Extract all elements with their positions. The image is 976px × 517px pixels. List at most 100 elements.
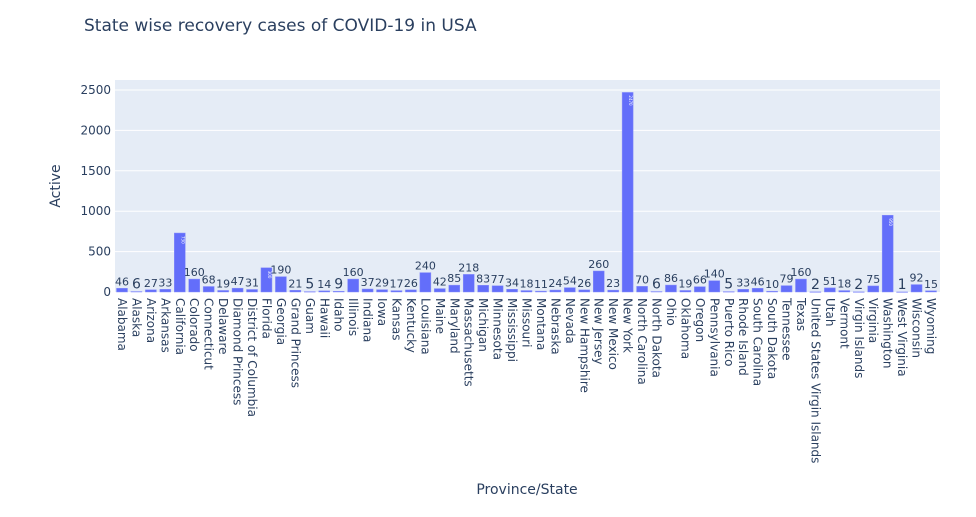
bar-data-label: 51 <box>823 275 837 288</box>
bar[interactable] <box>679 290 692 293</box>
bar[interactable] <box>159 289 172 293</box>
bar[interactable] <box>332 291 345 293</box>
bar-data-label: 47 <box>231 275 245 288</box>
bar[interactable] <box>853 291 865 293</box>
bar[interactable] <box>260 267 273 293</box>
bar[interactable] <box>592 270 605 293</box>
bar[interactable] <box>766 290 778 293</box>
bar[interactable] <box>607 289 619 293</box>
bar[interactable] <box>564 287 576 293</box>
bar-data-label: 26 <box>404 277 418 290</box>
x-tick-label: District of Columbia <box>245 298 259 417</box>
bar[interactable] <box>578 289 591 293</box>
x-tick-label: Idaho <box>332 298 346 331</box>
bar[interactable] <box>246 289 258 293</box>
bar-data-label: 37 <box>361 276 375 289</box>
bar[interactable] <box>347 278 359 293</box>
x-tick-label: New Mexico <box>606 298 620 370</box>
bar[interactable] <box>824 287 836 293</box>
bar-data-label: 190 <box>270 264 291 277</box>
bar-data-label: 11 <box>534 278 548 291</box>
x-tick-label: New York <box>621 298 635 353</box>
bar-data-label: 240 <box>415 260 436 273</box>
y-tick-label: 2500 <box>80 83 111 97</box>
bar-data-label: 26 <box>577 277 591 290</box>
bar[interactable] <box>477 285 489 293</box>
bar[interactable] <box>708 280 721 293</box>
x-tick-label: Florida <box>259 298 273 339</box>
bar-data-label: 33 <box>736 276 750 289</box>
bar[interactable] <box>621 92 634 293</box>
bar[interactable] <box>665 284 677 293</box>
bar[interactable] <box>535 290 547 293</box>
bar[interactable] <box>737 289 749 293</box>
bar-data-label: 218 <box>458 261 479 274</box>
bar[interactable] <box>231 287 244 293</box>
bar[interactable] <box>217 290 229 293</box>
bar-data-label: 77 <box>491 273 505 286</box>
bar-data-label: 19 <box>678 277 692 290</box>
bar[interactable] <box>780 285 793 293</box>
x-tick-label: Guam <box>303 298 317 334</box>
bar[interactable] <box>130 291 143 293</box>
x-tick-label: Delaware <box>216 298 230 355</box>
x-tick-label: South Carolina <box>751 298 765 386</box>
bar[interactable] <box>896 291 908 293</box>
bar[interactable] <box>174 232 186 293</box>
x-tick-label: Utah <box>823 298 837 326</box>
x-tick-label: Kentucky <box>404 298 418 353</box>
x-tick-label: North Carolina <box>635 298 649 385</box>
bar[interactable] <box>419 272 432 293</box>
bar[interactable] <box>838 290 851 293</box>
bar[interactable] <box>202 286 215 293</box>
bar[interactable] <box>116 288 128 293</box>
bar[interactable] <box>405 289 417 293</box>
bar[interactable] <box>751 288 764 293</box>
bar[interactable] <box>376 289 388 293</box>
x-tick-label: Washington <box>881 298 895 369</box>
bar-data-label: 160 <box>790 266 811 279</box>
bar[interactable] <box>636 286 648 293</box>
bar[interactable] <box>390 290 403 293</box>
bar-data-label: 5 <box>724 277 733 293</box>
x-tick-label: Montana <box>534 298 548 350</box>
bar[interactable] <box>188 278 200 293</box>
bar[interactable] <box>448 284 461 293</box>
bar[interactable] <box>694 286 706 293</box>
x-tick-label: Oklahoma <box>678 298 692 359</box>
bar-data-label: 9 <box>334 276 343 292</box>
bar[interactable] <box>549 289 562 293</box>
bar[interactable] <box>910 284 923 293</box>
bar-data-label: 21 <box>288 277 302 290</box>
chart-title: State wise recovery cases of COVID-19 in… <box>84 16 477 36</box>
bar-data-label: 24 <box>548 277 562 290</box>
bar[interactable] <box>809 291 822 293</box>
x-tick-label: Rhode Island <box>736 298 750 376</box>
x-tick-label: Arkansas <box>158 298 172 353</box>
bar[interactable] <box>925 290 937 293</box>
bar[interactable] <box>723 291 735 293</box>
bar-data-label: 10 <box>765 278 779 291</box>
bar[interactable] <box>795 278 807 293</box>
bar-data-label: 18 <box>520 278 534 291</box>
bar[interactable] <box>867 285 879 293</box>
bar[interactable] <box>491 285 504 293</box>
x-tick-label: Hawaii <box>317 298 331 338</box>
bar[interactable] <box>304 291 316 293</box>
bar[interactable] <box>462 274 475 293</box>
x-tick-label: Kansas <box>389 298 403 340</box>
x-tick-label: Minnesota <box>491 298 505 360</box>
x-tick-label: Vermont <box>837 298 851 349</box>
bar[interactable] <box>275 276 287 293</box>
bar[interactable] <box>650 291 663 293</box>
bar[interactable] <box>145 289 157 293</box>
bar[interactable] <box>289 290 302 293</box>
bar[interactable] <box>881 214 894 293</box>
bar[interactable] <box>506 289 518 293</box>
bar-data-label: 160 <box>343 266 364 279</box>
bar[interactable] <box>318 290 330 293</box>
bar[interactable] <box>520 290 533 293</box>
bar[interactable] <box>361 288 374 293</box>
bar[interactable] <box>434 288 446 293</box>
x-tick-label: Texas <box>794 297 808 331</box>
